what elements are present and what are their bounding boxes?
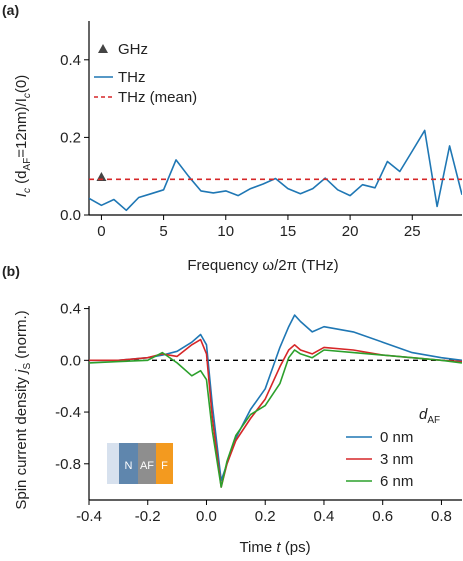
inset-f-label: F (161, 460, 168, 472)
x-tick-label: 20 (342, 223, 359, 240)
x-tick-label: 10 (217, 223, 234, 240)
y-tick-label: 0.4 (60, 301, 81, 318)
legend-3nm-label: 3 nm (380, 451, 413, 468)
y-tick-label: 0.0 (60, 352, 81, 369)
y-tick-label: 0.2 (60, 129, 81, 146)
panel-b-axes (88, 306, 462, 501)
series-6-nm-line (89, 349, 462, 488)
inset-af-label: AF (140, 460, 154, 472)
panel-a-ylabel: Ic (dAF=12nm)/Ic(0) (13, 75, 33, 197)
legend-ghz-label: GHz (118, 41, 148, 58)
legend-6nm-label: 6 nm (380, 473, 413, 490)
y-tick-label: -0.8 (55, 456, 81, 473)
panel-b-ylabel: Spin current density jS (norm.) (13, 310, 33, 509)
panel-b-legend: dAF 0 nm 3 nm 6 nm (346, 406, 440, 490)
x-tick-label: 0.6 (372, 508, 393, 525)
x-tick-label: 0.4 (314, 508, 335, 525)
x-tick-label: 0 (97, 223, 105, 240)
x-tick-label: 0.8 (431, 508, 452, 525)
inset-substrate (107, 443, 119, 484)
panel-b: (b) -0.4 -0.2 0.0 0.2 0.4 0.6 0.80.40.0-0.4-0.… (2, 263, 462, 556)
legend-0nm-label: 0 nm (380, 429, 413, 446)
panel-b-ticks: -0.4 -0.2 0.0 0.2 0.4 0.6 0.8 0.4 0.0 -0.4 -0.8 (55, 301, 452, 525)
inset-n-layer (119, 443, 138, 484)
panel-b-label: (b) (2, 263, 20, 279)
panel-a-label: (a) (2, 2, 19, 18)
legend-mean-label: THz (mean) (118, 89, 197, 106)
panel-b-xlabel: Time t (ps) (239, 539, 310, 556)
legend-ghz-marker (98, 44, 108, 53)
panel-a-marks (89, 129, 462, 212)
x-tick-label: 25 (404, 223, 421, 240)
series-thz-line (89, 129, 462, 212)
panel-a-ticks: 0 5 10 15 20 25 0.0 0.2 0.4 (60, 52, 420, 240)
panel-a: (a) 0 5 10 15 20 25 0.0 0.2 0.4 GHz THz THz (mea… (2, 2, 462, 274)
legend-thz-label: THz (118, 69, 146, 86)
x-tick-label: 5 (159, 223, 167, 240)
panel-a-axes (88, 21, 462, 216)
panel-b-marks (89, 314, 462, 488)
x-tick-label: -0.4 (76, 508, 102, 525)
x-tick-label: 0.2 (255, 508, 276, 525)
series-0-nm-line (89, 314, 462, 482)
panel-a-legend: GHz THz THz (mean) (94, 41, 197, 106)
y-tick-label: 0.4 (60, 52, 81, 69)
y-tick-label: 0.0 (60, 207, 81, 224)
inset-f-layer (156, 443, 173, 484)
x-tick-label: 0.0 (196, 508, 217, 525)
series-3-nm-line (89, 338, 462, 488)
legend-title: dAF (419, 406, 440, 426)
panel-a-xlabel: Frequency ω/2π (THz) (187, 257, 338, 274)
inset-n-label: N (125, 460, 133, 472)
layer-stack-inset: N AF F (107, 443, 173, 484)
inset-af-layer (138, 443, 156, 484)
y-tick-label: -0.4 (55, 404, 81, 421)
x-tick-label: -0.2 (135, 508, 161, 525)
x-tick-label: 15 (280, 223, 297, 240)
